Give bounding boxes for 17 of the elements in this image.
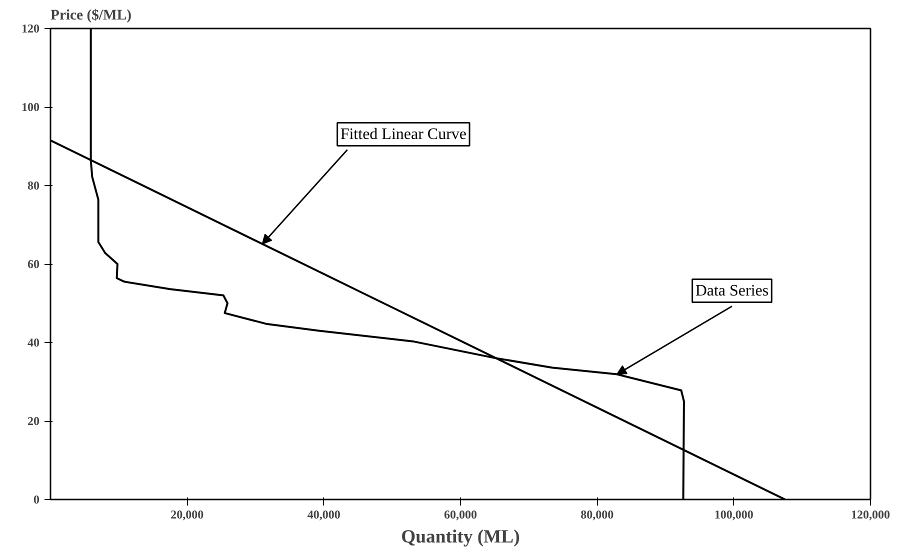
x-tick-label: 120,000 bbox=[851, 508, 890, 522]
annotation: Data Series bbox=[695, 282, 769, 300]
x-tick-label: 100,000 bbox=[714, 508, 754, 522]
y-axis-title: Price ($/ML) bbox=[50, 8, 132, 24]
x-tick-label: 20,000 bbox=[170, 508, 204, 522]
x-tick-label: 80,000 bbox=[580, 508, 614, 522]
y-tick-label: 100 bbox=[22, 100, 40, 114]
y-tick-label: 80 bbox=[28, 178, 40, 192]
annotation: Fitted Linear Curve bbox=[340, 126, 467, 143]
y-tick-label: 120 bbox=[22, 22, 40, 36]
x-tick-label: 60,000 bbox=[444, 508, 477, 522]
y-tick-label: 20 bbox=[28, 414, 40, 428]
y-tick-label: 0 bbox=[34, 492, 40, 506]
x-tick-label: 40,000 bbox=[307, 508, 340, 522]
x-axis-title: Quantity (ML) bbox=[401, 526, 520, 548]
y-tick-label: 60 bbox=[28, 257, 40, 271]
y-tick-label: 40 bbox=[28, 336, 40, 350]
